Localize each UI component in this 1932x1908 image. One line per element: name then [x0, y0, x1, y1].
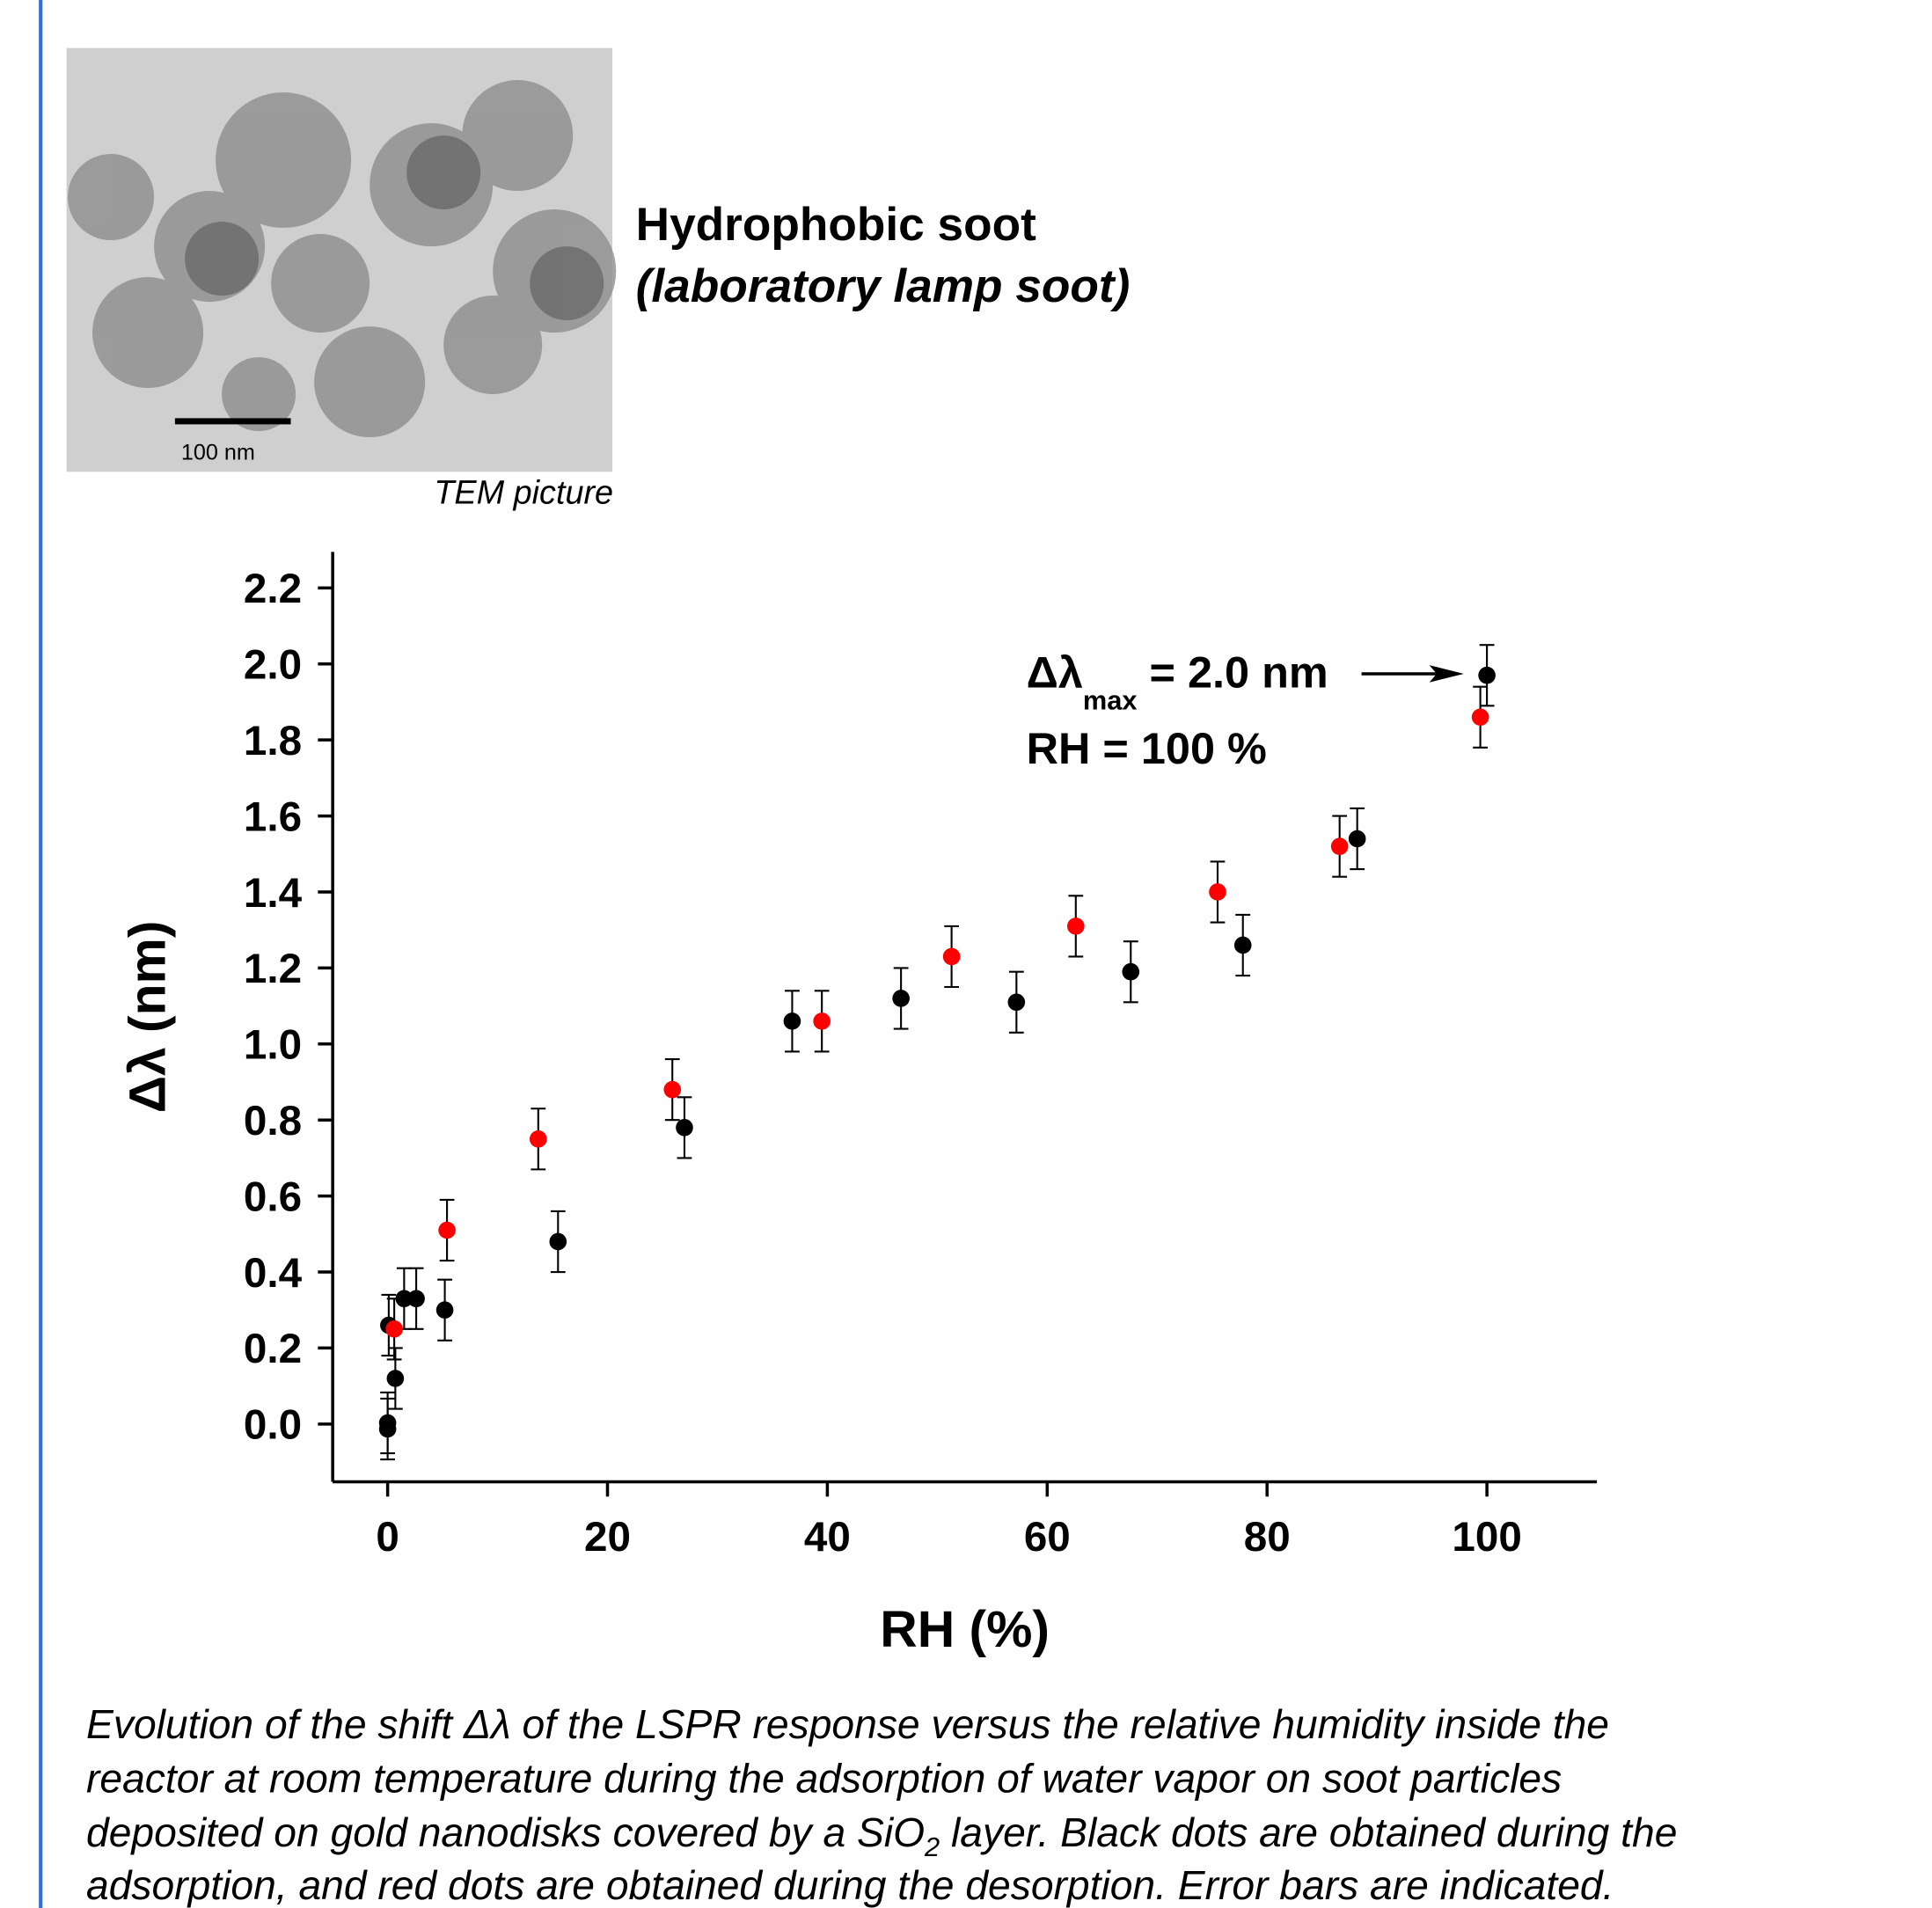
annotation-symbol: Δλ: [1027, 647, 1083, 697]
point: [676, 1119, 693, 1137]
title: Hydrophobic soot: [636, 199, 1036, 251]
x-tick-label: 60: [1024, 1514, 1071, 1561]
x-axis-label: RH (%): [880, 1601, 1050, 1658]
y-tick-label: 1.8: [244, 718, 302, 764]
point: [1348, 830, 1366, 848]
annotation-line2: RH = 100 %: [1027, 723, 1267, 773]
point: [1209, 883, 1226, 901]
point: [438, 1221, 456, 1239]
point: [386, 1370, 405, 1387]
point: [1478, 666, 1496, 684]
point: [435, 1301, 454, 1320]
point: [1471, 708, 1489, 727]
point: [1007, 993, 1026, 1012]
subtitle: (laboratory lamp soot): [636, 260, 1131, 312]
point: [549, 1232, 567, 1251]
point: [892, 990, 910, 1007]
x-tick-label: 80: [1244, 1514, 1291, 1561]
y-tick-label: 1.6: [244, 793, 302, 840]
caption-part: deposited on gold nanodisks covered by a…: [86, 1809, 925, 1855]
point: [1330, 837, 1349, 855]
caption-sub: 2: [924, 1831, 940, 1862]
point: [663, 1080, 682, 1099]
caption-line: Evolution of the shift Δλ of the LSPR re…: [86, 1701, 1609, 1747]
tem-image: [66, 48, 617, 472]
annotation: Δλmax = 2.0 nm: [1027, 647, 1328, 715]
y-tick-label: 0.0: [244, 1402, 302, 1449]
point: [395, 1290, 413, 1308]
point: [407, 1290, 425, 1308]
point: [1066, 917, 1085, 935]
point: [813, 1012, 831, 1030]
x-tick-label: 0: [376, 1514, 399, 1561]
y-tick-label: 2.2: [244, 566, 302, 612]
caption-part: layer. Black dots are obtained during th…: [940, 1809, 1677, 1855]
point: [529, 1130, 547, 1148]
y-tick-label: 0.2: [244, 1326, 302, 1372]
y-tick-label: 0.6: [244, 1173, 302, 1220]
caption-line: adsorption, and red dots are obtained du…: [86, 1862, 1614, 1908]
annotation-sub: max: [1083, 685, 1138, 716]
y-tick-label: 0.4: [244, 1250, 303, 1297]
y-tick-label: 1.2: [244, 946, 302, 992]
y-tick-label: 2.0: [244, 642, 302, 689]
scale-label: 100 nm: [181, 440, 255, 464]
x-tick-label: 40: [804, 1514, 851, 1561]
arrowhead: [1429, 665, 1464, 683]
x-tick-label: 100: [1452, 1514, 1521, 1561]
caption-line: deposited on gold nanodisks covered by a…: [86, 1809, 1677, 1862]
y-axis-label: Δλ (nm): [120, 921, 177, 1114]
y-tick-label: 1.0: [244, 1022, 302, 1069]
point: [1233, 936, 1252, 954]
point: [378, 1414, 397, 1432]
x-tick-label: 20: [584, 1514, 631, 1561]
y-tick-label: 0.8: [244, 1098, 302, 1144]
point: [385, 1320, 403, 1338]
point: [942, 947, 961, 966]
plot: 0.0 0.2 0.4 0.6 0.8 1.0 1.2 1.4 1.6 1.8 2.0 2.2 0 20 4…: [120, 552, 1598, 1658]
y-tick-label: 1.4: [244, 870, 303, 917]
caption-line: reactor at room temperature during the a…: [86, 1755, 1562, 1801]
image-caption: TEM picture: [434, 475, 613, 512]
annotation-text: = 2.0 nm: [1138, 647, 1328, 697]
point: [1122, 962, 1140, 981]
point: [783, 1012, 801, 1030]
